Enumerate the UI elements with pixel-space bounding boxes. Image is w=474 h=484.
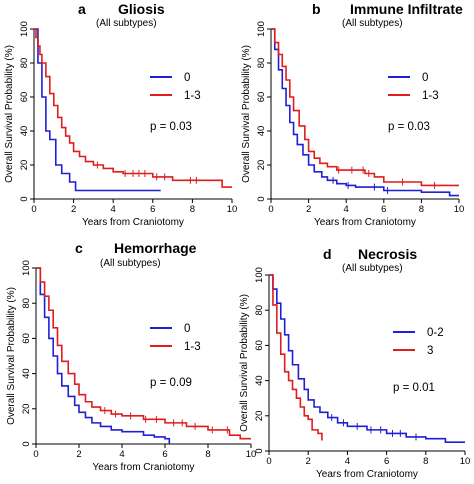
p-value: p = 0.03 bbox=[150, 121, 192, 133]
panel-subtitle: (All subtypes) bbox=[342, 18, 403, 29]
y-tick-label: 80 bbox=[254, 305, 265, 316]
y-axis-label: Overall Survival Probability (%) bbox=[239, 294, 250, 432]
x-tick-label: 0 bbox=[268, 204, 273, 215]
panel-a: a Gliosis(All subtypes)0 2 4 6 8 1002040608010… bbox=[4, 1, 237, 228]
p-value: p = 0.01 bbox=[393, 382, 435, 394]
y-tick-label: 40 bbox=[254, 375, 265, 386]
x-tick-label: 10 bbox=[460, 456, 471, 467]
x-tick-label: 2 bbox=[306, 456, 311, 467]
x-tick-label: 2 bbox=[306, 204, 311, 215]
x-tick-label: 8 bbox=[190, 204, 195, 215]
panel-c: c Hemorrhage(All subtypes)0 2 4 6 8 1002040608… bbox=[6, 240, 256, 473]
y-tick-label: 20 bbox=[254, 411, 265, 422]
x-tick-label: 0 bbox=[266, 456, 271, 467]
x-tick-label: 0 bbox=[33, 449, 38, 460]
panel-subtitle: (All subtypes) bbox=[342, 263, 403, 274]
panel-title: Necrosis bbox=[358, 246, 417, 262]
panel-letter: d bbox=[323, 246, 332, 262]
x-axis-label: Years from Craniotomy bbox=[316, 469, 418, 480]
panel-subtitle: (All subtypes) bbox=[100, 258, 161, 269]
series-line-0-2 bbox=[269, 274, 465, 443]
y-tick-label: 20 bbox=[256, 160, 267, 171]
y-tick-label: 100 bbox=[254, 267, 265, 283]
x-axis-label: Years from Craniotomy bbox=[82, 217, 184, 228]
y-tick-label: 100 bbox=[256, 21, 267, 37]
series-line-0 bbox=[271, 28, 459, 197]
x-tick-label: 4 bbox=[345, 456, 350, 467]
legend-label: 0 bbox=[184, 72, 190, 84]
series-line-1-3 bbox=[36, 267, 251, 440]
x-tick-label: 6 bbox=[162, 449, 167, 460]
legend-label: 1-3 bbox=[422, 90, 439, 102]
panel-letter: c bbox=[75, 240, 83, 256]
y-tick-label: 40 bbox=[256, 126, 267, 137]
y-tick-label: 40 bbox=[21, 368, 32, 379]
legend-label: 0 bbox=[184, 323, 190, 335]
x-tick-label: 6 bbox=[381, 204, 386, 215]
y-tick-label: 100 bbox=[19, 21, 30, 37]
p-value: p = 0.03 bbox=[388, 121, 430, 133]
series-line-0 bbox=[36, 267, 171, 444]
p-value: p = 0.09 bbox=[150, 377, 192, 389]
x-axis-label: Years from Craniotomy bbox=[314, 217, 416, 228]
legend-label: 3 bbox=[427, 345, 433, 357]
x-tick-label: 2 bbox=[71, 204, 76, 215]
legend-label: 0-2 bbox=[427, 327, 444, 339]
x-axis-label: Years from Craniotomy bbox=[93, 462, 195, 473]
series-line-1-3 bbox=[34, 28, 232, 188]
series-line-1-3 bbox=[271, 28, 459, 187]
y-tick-label: 60 bbox=[21, 333, 32, 344]
x-tick-label: 8 bbox=[205, 449, 210, 460]
panel-subtitle: (All subtypes) bbox=[96, 18, 157, 29]
panel-b: b Immune Infiltrate(All subtypes)0 2 4 6 8 100… bbox=[241, 1, 464, 228]
x-tick-label: 8 bbox=[423, 456, 428, 467]
panel-title: Gliosis bbox=[118, 1, 165, 17]
x-tick-label: 10 bbox=[454, 204, 465, 215]
x-tick-label: 2 bbox=[76, 449, 81, 460]
legend-label: 1-3 bbox=[184, 90, 201, 102]
y-axis-label: Overall Survival Probability (%) bbox=[6, 287, 17, 425]
x-tick-label: 4 bbox=[111, 204, 116, 215]
x-tick-label: 6 bbox=[150, 204, 155, 215]
y-tick-label: 60 bbox=[254, 340, 265, 351]
x-tick-label: 4 bbox=[119, 449, 124, 460]
legend-label: 0 bbox=[422, 72, 428, 84]
x-tick-label: 4 bbox=[344, 204, 349, 215]
x-tick-label: 6 bbox=[384, 456, 389, 467]
y-tick-label: 80 bbox=[19, 58, 30, 69]
y-axis-label: Overall Survival Probability (%) bbox=[4, 45, 15, 183]
y-tick-label: 100 bbox=[21, 260, 32, 276]
panel-title: Hemorrhage bbox=[114, 240, 197, 256]
y-tick-label: 40 bbox=[19, 126, 30, 137]
y-tick-label: 0 bbox=[19, 196, 30, 201]
y-tick-label: 0 bbox=[254, 448, 265, 453]
x-tick-label: 10 bbox=[246, 449, 257, 460]
y-tick-label: 80 bbox=[21, 298, 32, 309]
y-tick-label: 20 bbox=[19, 160, 30, 171]
panel-letter: a bbox=[78, 1, 86, 17]
y-tick-label: 60 bbox=[256, 92, 267, 103]
panel-d: d Necrosis(All subtypes)0 2 4 6 8 100204060801… bbox=[239, 246, 470, 480]
panel-letter: b bbox=[312, 1, 321, 17]
y-axis-label: Overall Survival Probability (%) bbox=[241, 45, 252, 183]
legend-label: 1-3 bbox=[184, 341, 201, 353]
series-line-3 bbox=[269, 274, 323, 441]
y-tick-label: 0 bbox=[21, 441, 32, 446]
y-tick-label: 60 bbox=[19, 92, 30, 103]
x-tick-label: 10 bbox=[227, 204, 238, 215]
y-tick-label: 80 bbox=[256, 58, 267, 69]
y-tick-label: 20 bbox=[21, 404, 32, 415]
panel-title: Immune Infiltrate bbox=[350, 1, 463, 17]
y-tick-label: 0 bbox=[256, 196, 267, 201]
x-tick-label: 8 bbox=[419, 204, 424, 215]
x-tick-label: 0 bbox=[31, 204, 36, 215]
